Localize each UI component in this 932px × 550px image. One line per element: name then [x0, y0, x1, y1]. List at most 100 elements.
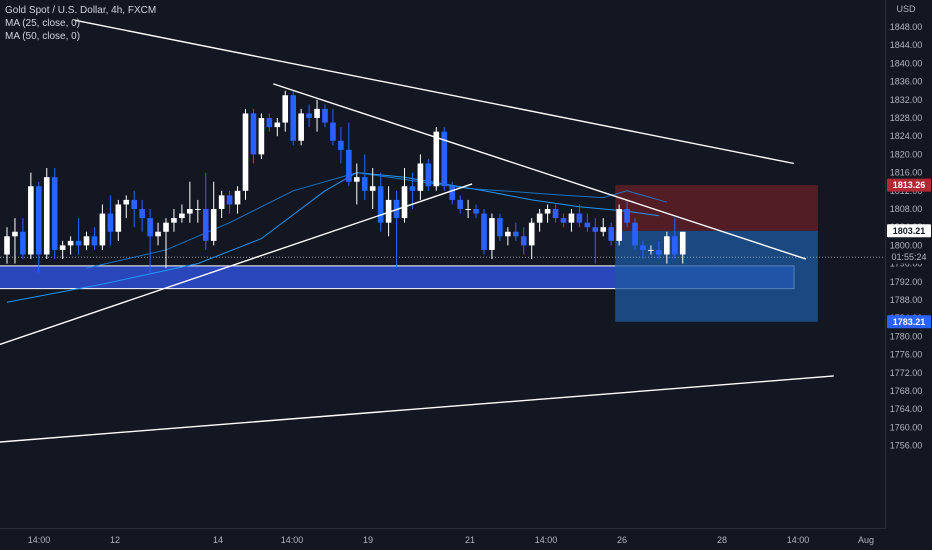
candle[interactable]	[75, 218, 82, 255]
candle[interactable]	[282, 90, 289, 132]
target-price-badge[interactable]: 1783.21	[887, 315, 931, 329]
candle[interactable]	[640, 240, 646, 260]
candle[interactable]	[12, 218, 18, 264]
candle[interactable]	[457, 195, 463, 214]
indicator-ma50-label[interactable]: MA (50, close, 0)	[5, 31, 81, 42]
candle[interactable]	[560, 213, 567, 228]
trend-line-mid-resistance[interactable]	[273, 83, 807, 260]
candle[interactable]	[226, 190, 233, 214]
candle[interactable]	[552, 204, 559, 223]
candle[interactable]	[648, 245, 654, 255]
candle[interactable]	[139, 199, 145, 232]
candle[interactable]	[187, 181, 193, 223]
candle[interactable]	[250, 108, 257, 164]
short-position-target-zone[interactable]	[615, 230, 818, 322]
candle[interactable]	[568, 209, 575, 232]
candle[interactable]	[59, 240, 66, 260]
candle[interactable]	[266, 113, 273, 132]
candle[interactable]	[624, 199, 630, 228]
candle[interactable]	[528, 218, 535, 260]
candle[interactable]	[171, 209, 177, 232]
candle[interactable]	[489, 213, 495, 260]
indicator-ma25-label[interactable]: MA (25, close, 0)	[5, 18, 81, 29]
current-price-badge[interactable]: 1803.21	[887, 224, 931, 238]
candle[interactable]	[179, 204, 185, 223]
candle[interactable]	[385, 186, 392, 237]
candle[interactable]	[115, 199, 122, 241]
candle[interactable]	[656, 240, 662, 260]
candle[interactable]	[473, 204, 479, 219]
candle[interactable]	[234, 186, 241, 214]
time-axis-panel[interactable]	[0, 528, 886, 550]
candle[interactable]	[210, 181, 217, 246]
candle[interactable]	[163, 218, 169, 269]
candle[interactable]	[441, 127, 448, 191]
candle[interactable]	[123, 195, 130, 219]
candle[interactable]	[290, 90, 296, 146]
candle[interactable]	[409, 172, 416, 209]
candle[interactable]	[584, 213, 591, 232]
candle[interactable]	[242, 108, 249, 200]
candle[interactable]	[425, 158, 432, 191]
candle[interactable]	[28, 172, 34, 260]
candle[interactable]	[36, 181, 42, 273]
candle[interactable]	[346, 122, 352, 187]
candle[interactable]	[258, 113, 265, 159]
candle[interactable]	[338, 127, 344, 164]
candle[interactable]	[155, 222, 161, 246]
candle[interactable]	[195, 199, 201, 223]
candle[interactable]	[608, 222, 614, 246]
candle[interactable]	[465, 199, 471, 219]
candle[interactable]	[401, 168, 408, 223]
candle[interactable]	[51, 168, 58, 260]
candle[interactable]	[83, 231, 90, 250]
candle-body	[544, 209, 551, 214]
candle[interactable]	[131, 190, 137, 228]
trend-line-rising-support[interactable]	[0, 183, 473, 350]
candle[interactable]	[377, 172, 384, 232]
candle[interactable]	[417, 154, 424, 200]
candle[interactable]	[664, 231, 670, 264]
candle[interactable]	[520, 227, 527, 255]
candle[interactable]	[274, 118, 281, 137]
stop-price-badge[interactable]: 1813.26	[887, 178, 931, 192]
candle[interactable]	[107, 195, 114, 246]
candle[interactable]	[99, 204, 106, 250]
candle[interactable]	[91, 227, 98, 250]
price-axis-panel[interactable]	[886, 0, 932, 550]
candle[interactable]	[202, 172, 209, 250]
candle[interactable]	[536, 209, 543, 232]
candle[interactable]	[505, 227, 511, 246]
candle[interactable]	[354, 163, 360, 205]
candle[interactable]	[544, 204, 551, 223]
candle[interactable]	[481, 209, 487, 255]
candle[interactable]	[513, 222, 519, 241]
candle[interactable]	[298, 108, 304, 146]
candle[interactable]	[632, 218, 638, 250]
candle[interactable]	[576, 204, 583, 228]
candle[interactable]	[4, 227, 10, 264]
candle[interactable]	[314, 99, 320, 132]
candle[interactable]	[322, 104, 328, 128]
symbol-title[interactable]: Gold Spot / U.S. Dollar, 4h, FXCM	[5, 5, 157, 16]
candle[interactable]	[67, 236, 74, 255]
candle[interactable]	[218, 190, 225, 219]
candle[interactable]	[20, 218, 26, 260]
candle[interactable]	[449, 181, 455, 205]
candle[interactable]	[600, 218, 607, 237]
candle[interactable]	[43, 168, 50, 260]
candle[interactable]	[361, 154, 368, 200]
candle[interactable]	[592, 218, 599, 264]
candle[interactable]	[497, 213, 503, 241]
candle[interactable]	[330, 108, 336, 146]
candle[interactable]	[306, 104, 312, 128]
candle[interactable]	[616, 204, 622, 246]
candle[interactable]	[679, 231, 686, 264]
trend-line-upper-resistance[interactable]	[74, 19, 795, 165]
candle[interactable]	[369, 168, 376, 209]
short-position-stop-zone[interactable]	[615, 185, 818, 231]
candle[interactable]	[672, 218, 678, 260]
candle[interactable]	[147, 209, 153, 273]
trend-line-lower-support[interactable]	[0, 375, 834, 443]
